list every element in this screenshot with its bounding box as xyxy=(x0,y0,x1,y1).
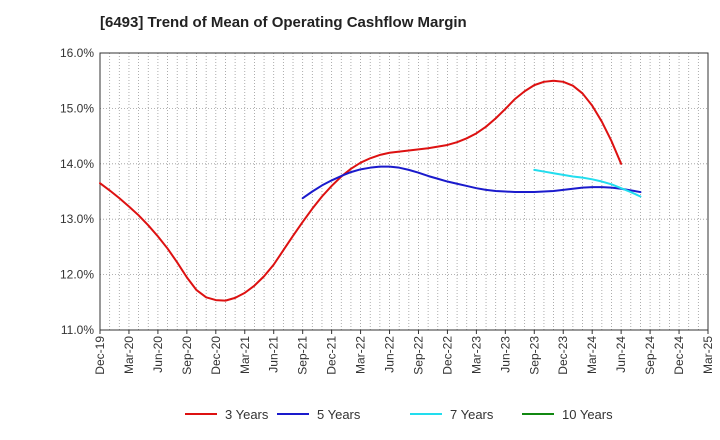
legend-label-7-years: 7 Years xyxy=(450,407,494,422)
x-tick-label: Sep-23 xyxy=(527,336,541,375)
legend-label-10-years: 10 Years xyxy=(562,407,613,422)
x-tick-label: Mar-25 xyxy=(701,336,715,374)
x-tick-label: Dec-21 xyxy=(325,336,339,375)
x-tick-label: Dec-23 xyxy=(556,336,570,375)
series-line-3-years xyxy=(99,79,623,302)
x-tick-label: Mar-22 xyxy=(354,336,368,374)
x-tick-label: Jun-22 xyxy=(383,336,397,373)
x-tick-label: Jun-23 xyxy=(498,336,512,373)
x-tick-label: Mar-21 xyxy=(238,336,252,374)
x-tick-label: Dec-24 xyxy=(672,336,686,375)
x-tick-label: Dec-22 xyxy=(440,336,454,375)
x-tick-label: Jun-24 xyxy=(614,336,628,373)
series-line-5-years xyxy=(301,165,642,200)
x-tick-label: Sep-22 xyxy=(411,336,425,375)
x-tick-label: Sep-24 xyxy=(643,336,657,375)
y-tick-label: 13.0% xyxy=(60,212,94,226)
x-tick-label: Mar-23 xyxy=(469,336,483,374)
y-tick-label: 12.0% xyxy=(60,268,94,282)
series-line-7-years xyxy=(533,168,642,198)
y-tick-label: 14.0% xyxy=(60,157,94,171)
legend-label-5-years: 5 Years xyxy=(317,407,361,422)
x-tick-label: Mar-24 xyxy=(585,336,599,374)
x-tick-label: Dec-20 xyxy=(209,336,223,375)
x-tick-label: Sep-20 xyxy=(180,336,194,375)
chart-title: [6493] Trend of Mean of Operating Cashfl… xyxy=(100,14,467,31)
legend-label-3-years: 3 Years xyxy=(225,407,269,422)
plot-frame xyxy=(99,52,709,331)
x-tick-label: Mar-20 xyxy=(122,336,136,374)
x-tick-label: Dec-19 xyxy=(93,336,107,375)
x-tick-label: Jun-20 xyxy=(151,336,165,373)
y-tick-label: 11.0% xyxy=(61,323,94,337)
y-tick-label: 15.0% xyxy=(60,101,94,115)
y-tick-label: 16.0% xyxy=(60,46,94,60)
x-tick-label: Jun-21 xyxy=(267,336,281,373)
x-tick-label: Sep-21 xyxy=(296,336,310,375)
plot-area xyxy=(100,53,708,330)
